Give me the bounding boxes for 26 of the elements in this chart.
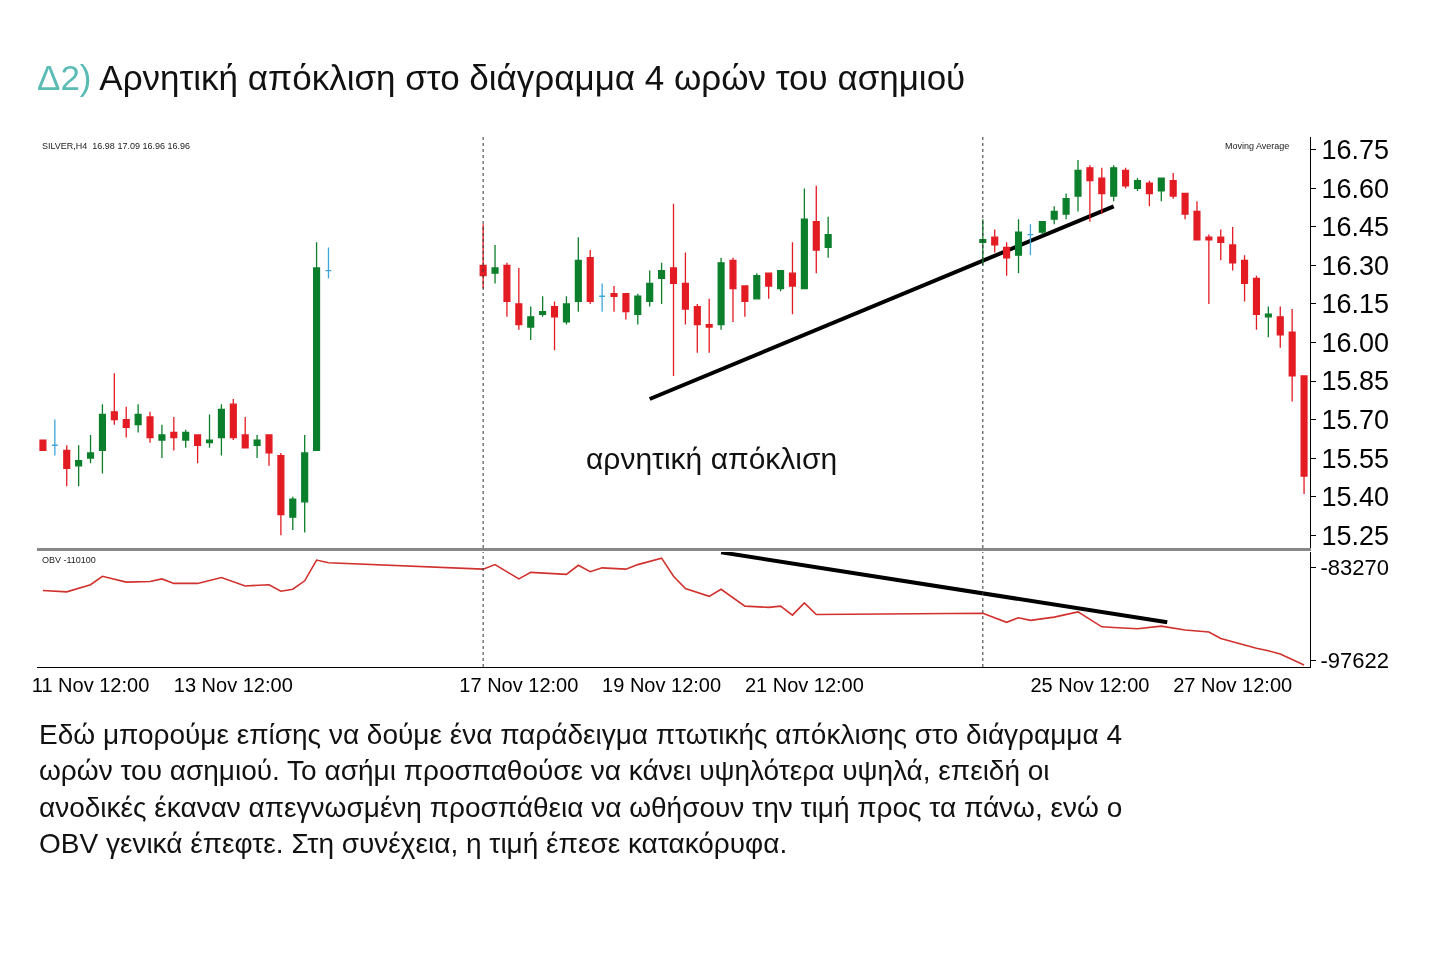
y-tick-label: 16.30 bbox=[1321, 250, 1389, 281]
y-tick-label: 15.55 bbox=[1321, 443, 1389, 474]
x-tick-label: 21 Nov 12:00 bbox=[744, 674, 864, 696]
x-tick-label: 17 Nov 12:00 bbox=[459, 674, 579, 696]
x-tick-label: 25 Nov 12:00 bbox=[1030, 674, 1150, 696]
x-tick-label: 27 Nov 12:00 bbox=[1173, 674, 1293, 696]
y-tick-label: 15.25 bbox=[1321, 520, 1389, 551]
y-tick-label: 16.60 bbox=[1321, 173, 1389, 204]
annotation: SILVER,H4 16.98 17.09 16.96 16.96 bbox=[42, 141, 190, 151]
annotation: Moving Average bbox=[1225, 141, 1290, 151]
y-tick-label: 15.70 bbox=[1321, 405, 1389, 436]
x-tick-label: 13 Nov 12:00 bbox=[173, 674, 293, 696]
y-tick-label: 16.45 bbox=[1321, 212, 1389, 243]
y-tick-label: 15.40 bbox=[1321, 482, 1389, 513]
y-tick-label: -83270 bbox=[1320, 554, 1389, 580]
annotation: αρνητική απόκλιση bbox=[586, 442, 838, 475]
annotation: OBV -110100 bbox=[42, 555, 96, 565]
y-tick-label: 16.15 bbox=[1321, 289, 1389, 320]
y-tick-label: 16.75 bbox=[1321, 135, 1389, 166]
text: Εδώ μπορούμε επίσης να δούμε ένα παράδειγμα πτωτικής απόκλισης στο διάγραμμα 4 ωρών του ασημιού. Το ασήμι προσπαθούσε να κάνει υψηλότερα υψηλά, επειδή οι ανοδικές έκαναν απεγνωσμένη προσπάθεια να ωθήσουν την τιμή προς τα πάνω, ενώ ο OBV γενικά έπεφτε. Στη συνέχεια, η τιμή έπεσε κατακόρυφα. bbox=[39, 719, 1123, 860]
chart-title: Δ2) Αρνητική απόκλιση στο διάγραμμα 4 ωρών του ασημιού bbox=[37, 58, 966, 98]
x-tick-label: 11 Nov 12:00 bbox=[31, 674, 150, 696]
x-tick-label: 19 Nov 12:00 bbox=[602, 674, 722, 696]
y-tick-label: 15.85 bbox=[1321, 366, 1389, 397]
y-tick-label: 16.00 bbox=[1321, 327, 1389, 358]
y-tick-label: -97622 bbox=[1320, 647, 1389, 673]
